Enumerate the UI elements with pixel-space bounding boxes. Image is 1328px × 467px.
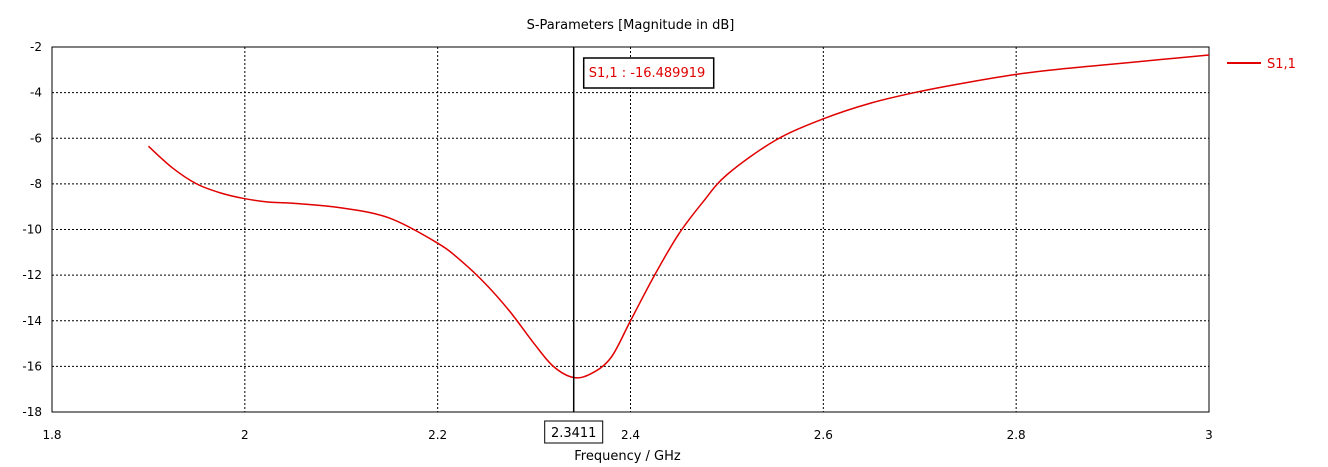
grid: [52, 47, 1209, 412]
marker-x-readout-box: [544, 420, 604, 444]
x-tick-label: 1.8: [42, 428, 61, 442]
series-line-s11: [147, 54, 1210, 379]
x-tick-label: 2: [241, 428, 249, 442]
y-tick-label: -2: [30, 40, 42, 54]
y-tick-label: -6: [30, 131, 42, 145]
x-tick-label: 2.6: [814, 428, 833, 442]
y-tick-label: -16: [22, 359, 42, 373]
marker-annotation: S1,1 : -16.489919: [589, 66, 706, 81]
marker-x-readout: 2.3411: [551, 426, 597, 441]
y-tick-label: -8: [30, 177, 42, 191]
x-tick-label: 2.2: [428, 428, 447, 442]
x-axis: 1.8 2 2.2 2.4 2.6 2.8 3: [42, 428, 1212, 442]
x-tick-label: 2.8: [1007, 428, 1026, 442]
x-tick-label: 2.4: [621, 428, 640, 442]
plot-area: [51, 46, 1210, 413]
marker[interactable]: S1,1 : -16.489919 2.3411: [544, 47, 715, 444]
chart-title: S-Parameters [Magnitude in dB]: [527, 18, 735, 33]
x-axis-label: Frequency / GHz: [574, 449, 681, 464]
marker-annotation-box: [582, 57, 715, 89]
legend: S1,1: [1227, 57, 1296, 72]
y-tick-label: -12: [22, 268, 42, 282]
y-tick-label: -10: [22, 223, 42, 237]
series-layer: [147, 54, 1210, 379]
x-tick-label: 3: [1205, 428, 1213, 442]
y-tick-label: -18: [22, 405, 42, 419]
y-axis: -2 -4 -6 -8 -10 -12 -14 -16 -18: [22, 40, 42, 419]
y-tick-label: -14: [22, 314, 42, 328]
y-tick-label: -4: [30, 86, 42, 100]
legend-label: S1,1: [1267, 57, 1296, 72]
